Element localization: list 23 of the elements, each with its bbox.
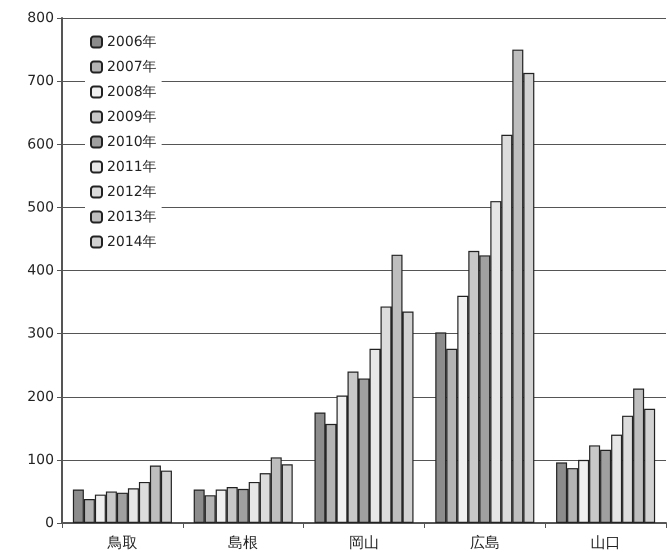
legend-label: 2010年 — [107, 134, 157, 150]
x-tick-label: 島根 — [228, 534, 258, 552]
legend-label: 2008年 — [107, 84, 157, 100]
legend-label: 2007年 — [107, 59, 157, 75]
x-tick-label: 山口 — [590, 534, 621, 552]
y-tick-label: 200 — [27, 388, 54, 405]
y-tick-label: 400 — [27, 262, 54, 278]
x-tick-label: 広島 — [470, 534, 500, 552]
y-tick-label: 600 — [27, 136, 54, 152]
legend-label: 2014年 — [107, 234, 157, 250]
legend-label: 2012年 — [107, 184, 157, 200]
x-tick-label: 岡山 — [349, 534, 379, 552]
legend-label: 2006年 — [107, 34, 157, 50]
x-tick-label: 鳥取 — [106, 534, 138, 552]
y-tick-label: 0 — [45, 515, 54, 531]
y-tick-label: 500 — [27, 199, 54, 216]
legend-label: 2013年 — [107, 209, 157, 225]
y-tick-label: 300 — [27, 326, 54, 342]
y-tick-label: 800 — [27, 10, 54, 26]
y-tick-label: 700 — [27, 73, 54, 90]
legend-label: 2011年 — [107, 159, 157, 175]
legend-label: 2009年 — [107, 109, 157, 125]
y-tick-label: 100 — [27, 452, 54, 468]
